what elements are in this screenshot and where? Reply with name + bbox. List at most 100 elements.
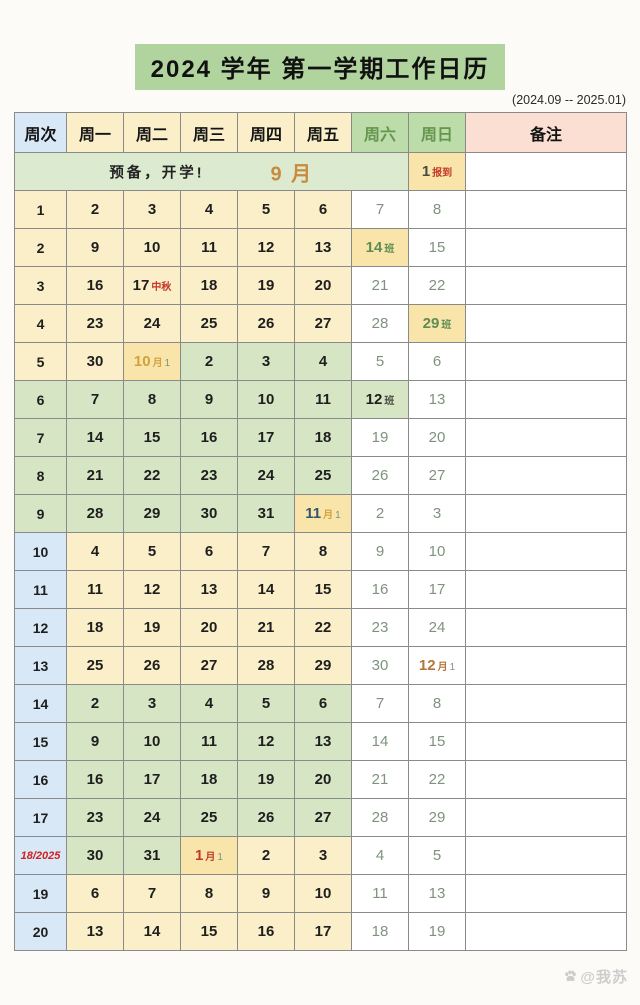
week-row-3: 3 16 17 中秋 18 19 20 21 22 — [14, 266, 627, 305]
day-cell: 30 — [66, 342, 124, 381]
day-cell: 14 — [66, 418, 124, 457]
day-cell: 24 — [237, 456, 295, 495]
week-number-cell: 20 — [14, 912, 67, 951]
watermark: @我苏 — [563, 966, 628, 987]
day-cell: 6 — [408, 342, 466, 381]
day-cell: 21 — [351, 760, 409, 799]
day-cell: 30 — [180, 494, 238, 533]
day-cell: 9 — [180, 380, 238, 419]
day-cell: 23 — [66, 304, 124, 343]
week-number-cell: 3 — [14, 266, 67, 305]
week-row-16: 16 16 17 18 19 20 21 22 — [14, 760, 627, 799]
day-cell: 28 — [351, 304, 409, 343]
week-row-11: 11 11 12 13 14 15 16 17 — [14, 570, 627, 609]
day-cell: 17 — [237, 418, 295, 457]
day-cell: 4 — [351, 836, 409, 875]
calendar-header: 周次 周一 周二 周三 周四 周五 周六 周日 备注 — [14, 112, 627, 153]
day-cell: 10 — [294, 874, 352, 913]
day-cell: 18 — [351, 912, 409, 951]
title-bar: 2024 学年 第一学期工作日历 — [0, 44, 640, 90]
day-cell: 7 — [351, 190, 409, 229]
day-cell: 16 — [237, 912, 295, 951]
day-cell: 2 — [237, 836, 295, 875]
day-cell: 9 — [66, 722, 124, 761]
day-cell: 19 — [408, 912, 466, 951]
day-cell: 12 班 — [351, 380, 409, 419]
day-cell: 2 — [180, 342, 238, 381]
day-cell: 18 — [180, 760, 238, 799]
day-cell: 19 — [123, 608, 181, 647]
header-周五: 周五 — [294, 112, 352, 153]
day-cell: 21 — [351, 266, 409, 305]
day-cell: 5 — [237, 190, 295, 229]
day-cell: 24 — [123, 798, 181, 837]
week-row-19: 19 6 7 8 9 10 11 13 — [14, 874, 627, 913]
day-cell: 18 — [180, 266, 238, 305]
day-cell: 4 — [294, 342, 352, 381]
week-number-cell: 12 — [14, 608, 67, 647]
day-cell: 6 — [294, 684, 352, 723]
day-cell: 2 — [66, 190, 124, 229]
remark-cell — [465, 342, 627, 381]
day-cell: 14 — [123, 912, 181, 951]
day-cell: 29 — [408, 798, 466, 837]
week-number-cell: 1 — [14, 190, 67, 229]
day-cell: 16 — [180, 418, 238, 457]
day-cell: 28 — [351, 798, 409, 837]
day-cell: 16 — [66, 266, 124, 305]
header-周次: 周次 — [14, 112, 67, 153]
header-周一: 周一 — [66, 112, 124, 153]
september-label: 9 月 — [270, 163, 314, 185]
day-cell: 23 — [66, 798, 124, 837]
week-row-8: 8 21 22 23 24 25 26 27 — [14, 456, 627, 495]
day-cell: 17 中秋 — [123, 266, 181, 305]
week-number-cell: 6 — [14, 380, 67, 419]
week-row-20: 20 13 14 15 16 17 18 19 — [14, 912, 627, 951]
week-row-6: 6 7 8 9 10 11 12 班 13 — [14, 380, 627, 419]
day-cell: 9 — [351, 532, 409, 571]
day-cell: 11 — [180, 228, 238, 267]
remark-cell — [465, 646, 627, 685]
day-cell: 13 — [408, 380, 466, 419]
header-周日: 周日 — [408, 112, 466, 153]
page-title: 2024 学年 第一学期工作日历 — [134, 44, 506, 90]
header-周六: 周六 — [351, 112, 409, 153]
day-cell: 26 — [351, 456, 409, 495]
day-cell: 15 — [180, 912, 238, 951]
day-cell: 31 — [123, 836, 181, 875]
month-start-row: 预备，开学! 9 月 1 报到 — [14, 152, 627, 191]
day-cell: 25 — [180, 798, 238, 837]
day-cell: 27 — [180, 646, 238, 685]
remark-cell — [465, 532, 627, 571]
remark-cell — [465, 874, 627, 913]
day-cell: 13 — [294, 228, 352, 267]
week-number-cell: 5 — [14, 342, 67, 381]
day-cell: 5 — [123, 532, 181, 571]
day-cell: 19 — [351, 418, 409, 457]
day-cell: 31 — [237, 494, 295, 533]
day-cell: 11 月 1 — [294, 494, 352, 533]
header-周四: 周四 — [237, 112, 295, 153]
day-cell: 24 — [123, 304, 181, 343]
day-cell: 10 — [237, 380, 295, 419]
day-cell: 12 — [237, 722, 295, 761]
day-cell: 15 — [408, 228, 466, 267]
day-cell-registration: 1 报到 — [408, 152, 466, 191]
day-cell: 2 — [351, 494, 409, 533]
header-周三: 周三 — [180, 112, 238, 153]
day-cell: 10 — [123, 722, 181, 761]
day-cell: 16 — [351, 570, 409, 609]
day-cell: 12 月 1 — [408, 646, 466, 685]
day-cell: 21 — [237, 608, 295, 647]
day-cell: 15 — [123, 418, 181, 457]
day-cell: 5 — [408, 836, 466, 875]
week-row-17: 17 23 24 25 26 27 28 29 — [14, 798, 627, 837]
day-cell: 9 — [66, 228, 124, 267]
remark-cell — [465, 608, 627, 647]
week-row-2: 2 9 10 11 12 13 14 班 15 — [14, 228, 627, 267]
week-number-cell: 8 — [14, 456, 67, 495]
day-cell: 23 — [180, 456, 238, 495]
day-cell: 21 — [66, 456, 124, 495]
day-cell: 3 — [123, 684, 181, 723]
